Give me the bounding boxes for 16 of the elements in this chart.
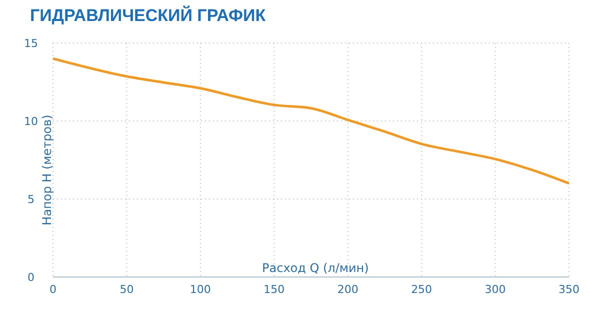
chart-title: ГИДРАВЛИЧЕСКИЙ ГРАФИК	[30, 6, 266, 26]
x-tick-label: 250	[411, 282, 432, 296]
x-tick-label: 0	[50, 282, 56, 296]
y-axis-title: Напор H (метров)	[40, 114, 54, 226]
x-tick-label: 300	[484, 282, 506, 296]
x-tick-label: 350	[558, 282, 580, 296]
line-series	[53, 57, 569, 185]
x-tick-label: 50	[120, 282, 134, 296]
x-tick-label: 200	[337, 282, 358, 296]
y-tick-label: 15	[24, 36, 38, 50]
x-tick-label: 150	[264, 282, 285, 296]
x-tick-label: 100	[190, 282, 211, 296]
y-tick-label: 5	[28, 192, 34, 206]
y-tick-label: 10	[24, 114, 38, 128]
y-tick-label: 0	[28, 270, 34, 284]
x-axis-title: Расход Q (л/мин)	[262, 261, 369, 275]
